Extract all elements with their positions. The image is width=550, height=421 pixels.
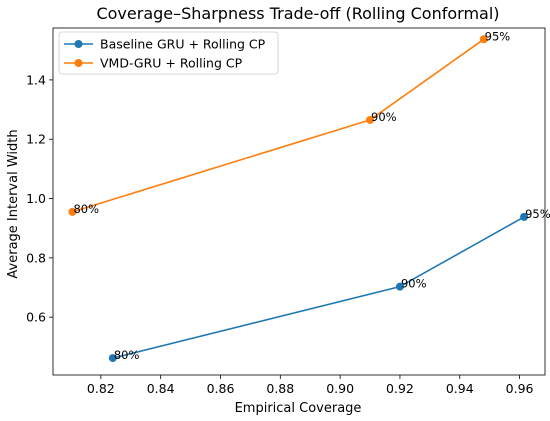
legend-box xyxy=(58,31,279,75)
point-label: 95% xyxy=(525,207,550,221)
y-tick-label: 1.0 xyxy=(26,191,46,206)
data-point xyxy=(366,115,375,124)
axes: 0.82 0.84 0.86 0.88 0.90 0.92 0.94 0.96 0.6 0.8 1.… xyxy=(26,27,546,396)
x-tick-label: 0.94 xyxy=(446,381,474,396)
x-tick-label: 0.96 xyxy=(506,381,534,396)
data-point xyxy=(108,354,117,363)
x-axis-label: Empirical Coverage xyxy=(235,401,362,416)
x-tick-label: 0.84 xyxy=(147,381,175,396)
x-tick-label: 0.82 xyxy=(87,381,115,396)
point-label: 95% xyxy=(485,29,511,43)
x-tick-label: 0.92 xyxy=(386,381,414,396)
point-label: 80% xyxy=(73,202,99,216)
point-label: 90% xyxy=(371,110,397,124)
y-tick-label: 1.4 xyxy=(26,72,46,87)
x-tick-label: 0.88 xyxy=(266,381,294,396)
axes-frame xyxy=(52,27,546,376)
legend-marker-1 xyxy=(74,59,83,67)
series-line-0 xyxy=(112,216,525,359)
point-label: 90% xyxy=(401,277,427,291)
y-tick-label: 0.6 xyxy=(26,310,46,325)
x-tick-label: 0.90 xyxy=(326,381,354,396)
legend: Baseline GRU + Rolling CP VMD-GRU + Rolli… xyxy=(58,31,279,75)
x-tick-label: 0.86 xyxy=(207,381,235,396)
legend-marker-0 xyxy=(74,40,83,48)
chart-title: Coverage–Sharpness Trade-off (Rolling Co… xyxy=(96,4,499,23)
legend-label-1: VMD-GRU + Rolling CP xyxy=(100,56,243,71)
point-label: 80% xyxy=(114,348,140,362)
y-tick-label: 1.2 xyxy=(26,132,46,147)
data-point xyxy=(68,207,77,216)
y-axis-label: Average Interval Width xyxy=(6,129,21,278)
data-point xyxy=(395,282,404,291)
data-point xyxy=(520,212,529,221)
data-point xyxy=(479,35,488,44)
plot-area: 80% 90% 95% 80% 90% 95% xyxy=(68,29,550,363)
y-tick-label: 0.8 xyxy=(26,250,46,265)
legend-label-0: Baseline GRU + Rolling CP xyxy=(100,37,266,52)
